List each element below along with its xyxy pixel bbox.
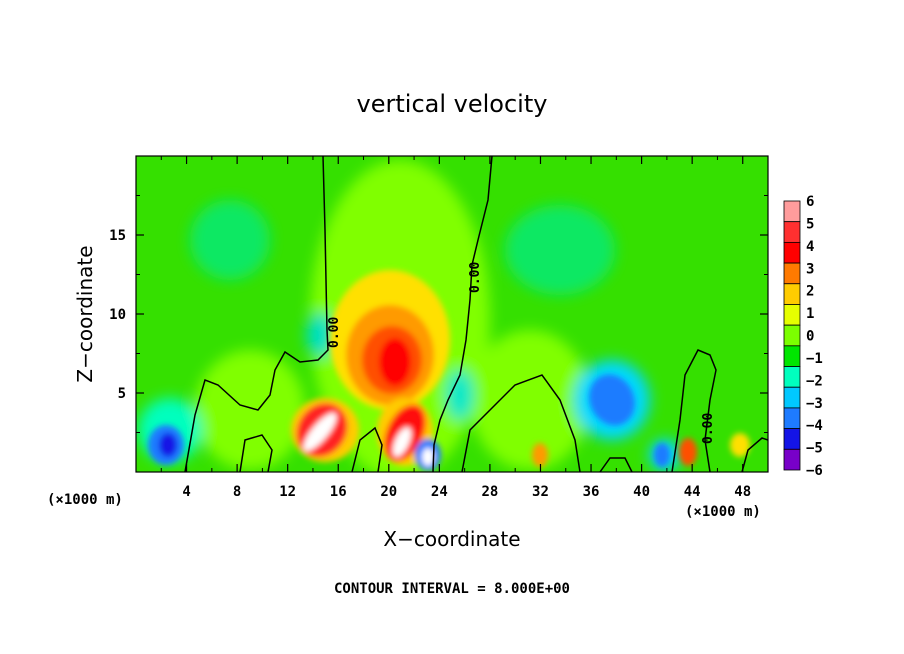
colorbar-swatch: [783, 283, 801, 305]
x-tick-label: 48: [734, 484, 751, 500]
colorbar-swatch: [783, 448, 801, 471]
x-tick-label: 44: [684, 484, 701, 500]
colorbar-label: −2: [806, 373, 823, 389]
colorbar-swatch: [783, 200, 801, 223]
contour-small-c: [599, 457, 633, 472]
colorbar-swatch: [783, 386, 801, 409]
colorbar-swatch: [783, 345, 801, 367]
colorbar-label: 3: [806, 261, 814, 277]
colorbar-swatch: [783, 304, 801, 326]
colorbar-swatch: [783, 428, 801, 450]
zero-contours: [184, 156, 768, 472]
contour-right: [671, 349, 717, 472]
colorbar-swatch: [783, 241, 801, 264]
plot-field: [136, 156, 768, 472]
y-tick-label: 15: [109, 228, 126, 244]
contour-label-left: 0.00: [327, 317, 342, 348]
colorbar-label: −1: [806, 351, 823, 367]
x-unit-label-left: (×1000 m): [47, 492, 123, 508]
colorbar: 6 5 4 3 2 1 0 −1 −2 −3 −4 −5 −6: [783, 194, 823, 479]
x-unit-label-right: (×1000 m): [685, 504, 761, 520]
x-tick-label: 20: [380, 484, 397, 500]
x-tick-label: 16: [330, 484, 347, 500]
colorbar-label: −5: [806, 441, 823, 457]
colorbar-label: 1: [806, 306, 814, 322]
x-tick-label: 40: [633, 484, 650, 500]
y-tick-label: 5: [118, 386, 126, 402]
colorbar-swatch: [783, 262, 801, 285]
contour-center: [432, 156, 493, 472]
colorbar-label: 0: [806, 329, 814, 345]
colorbar-label: −6: [806, 463, 823, 479]
contour-interval-note: CONTOUR INTERVAL = 8.000E+00: [334, 581, 570, 597]
contour-small-b: [351, 426, 383, 472]
colorbar-label: 5: [806, 216, 814, 232]
contour-left: [184, 156, 329, 472]
colorbar-swatch: [783, 324, 801, 347]
x-tick-label: 32: [532, 484, 549, 500]
colorbar-label: 6: [806, 194, 814, 210]
colorbar-label: 2: [806, 284, 814, 300]
contour-label-center: 0.00: [468, 262, 483, 293]
y-tick-label: 10: [109, 307, 126, 323]
colorbar-label: 4: [806, 239, 814, 255]
contour-label-right: 0.00: [701, 413, 716, 444]
colorbar-label: −3: [806, 396, 823, 412]
colorbar-swatch: [783, 407, 801, 430]
x-tick-label: 12: [279, 484, 296, 500]
y-axis-label: Z−coordinate: [73, 245, 97, 382]
contour-small-d: [741, 437, 768, 472]
x-tick-label: 24: [431, 484, 448, 500]
x-axis-label: X−coordinate: [383, 527, 520, 551]
x-tick-label: 28: [481, 484, 498, 500]
colorbar-label: −4: [806, 418, 823, 434]
x-tick-label: 8: [233, 484, 241, 500]
field-cores: [148, 270, 750, 471]
x-tick-label: 36: [583, 484, 600, 500]
colorbar-swatch: [783, 366, 801, 388]
chart-title: vertical velocity: [357, 90, 548, 118]
contour-center-right: [461, 374, 581, 472]
contour-small-a: [239, 434, 273, 472]
colorbar-swatch: [783, 221, 801, 243]
x-tick-label: 4: [182, 484, 190, 500]
